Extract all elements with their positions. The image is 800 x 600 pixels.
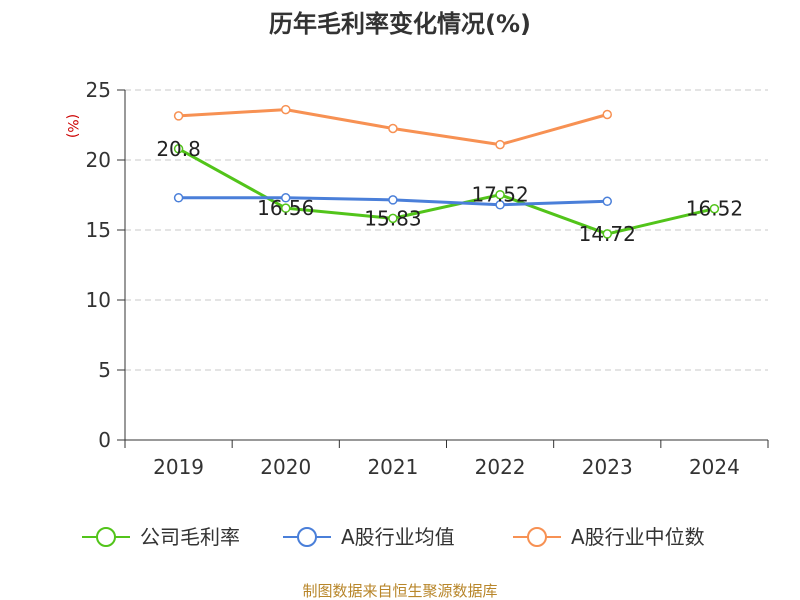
data-point [173,111,184,121]
x-tick-label: 2021 [367,455,418,479]
data-point [281,203,291,213]
x-tick-label: 2022 [475,455,526,479]
data-point [602,109,612,120]
y-tick-label: 25 [86,78,111,102]
y-axis-unit: (%) [64,114,80,138]
series-1 [173,193,612,210]
x-tick-label: 2019 [153,455,204,479]
x-tick-label: 2024 [689,455,740,479]
legend-item-0: 公司毛利率 [82,525,240,549]
legend-label: A股行业均值 [341,525,455,549]
data-point [388,213,398,224]
y-tick-label: 20 [86,148,111,172]
data-point [388,195,398,205]
x-tick-label: 2023 [582,455,633,479]
series-2 [173,104,612,150]
data-point [281,104,291,115]
data-labels: 20.8 16.56 15.83 17.52 14.72 16.52 [156,137,743,246]
x-tick-label: 2020 [260,455,311,479]
x-tick-labels: 2019 2020 2021 2022 2023 2024 [153,455,740,479]
data-label: 16.56 [257,196,314,220]
grid-lines [125,89,768,371]
data-point [602,196,612,207]
legend-label: A股行业中位数 [571,525,705,549]
legend-label: 公司毛利率 [140,525,240,549]
series-0 [173,144,720,239]
chart-title: 历年毛利率变化情况(%) [269,10,531,38]
y-tick-label: 15 [86,218,111,242]
legend: 公司毛利率 A股行业均值 A股行业中位数 [82,525,705,549]
data-label: 17.52 [471,183,528,207]
data-point [281,193,291,203]
data-point [495,189,505,200]
data-point [173,144,184,154]
legend-item-2: A股行业中位数 [513,525,705,549]
data-point [495,200,505,210]
y-tick-label: 10 [86,288,111,312]
axes [117,89,769,448]
data-point [173,193,184,203]
data-label: 20.8 [156,137,201,161]
y-tick-label: 0 [98,428,111,452]
source-footer: 制图数据来自恒生聚源数据库 [302,582,497,600]
data-point [709,203,720,214]
data-label: 14.72 [579,222,636,246]
data-point [602,229,612,239]
data-label: 15.83 [364,206,421,230]
legend-swatch-marker [297,527,317,547]
y-tick-label: 5 [98,358,111,382]
legend-swatch-marker [96,527,116,547]
legend-item-1: A股行业均值 [283,525,455,549]
data-label: 16.52 [686,197,743,221]
data-point [388,123,398,134]
y-tick-labels: 0 5 10 15 20 25 [86,78,111,452]
series-group [173,104,720,239]
legend-swatch-marker [527,527,547,547]
data-point [495,139,505,150]
